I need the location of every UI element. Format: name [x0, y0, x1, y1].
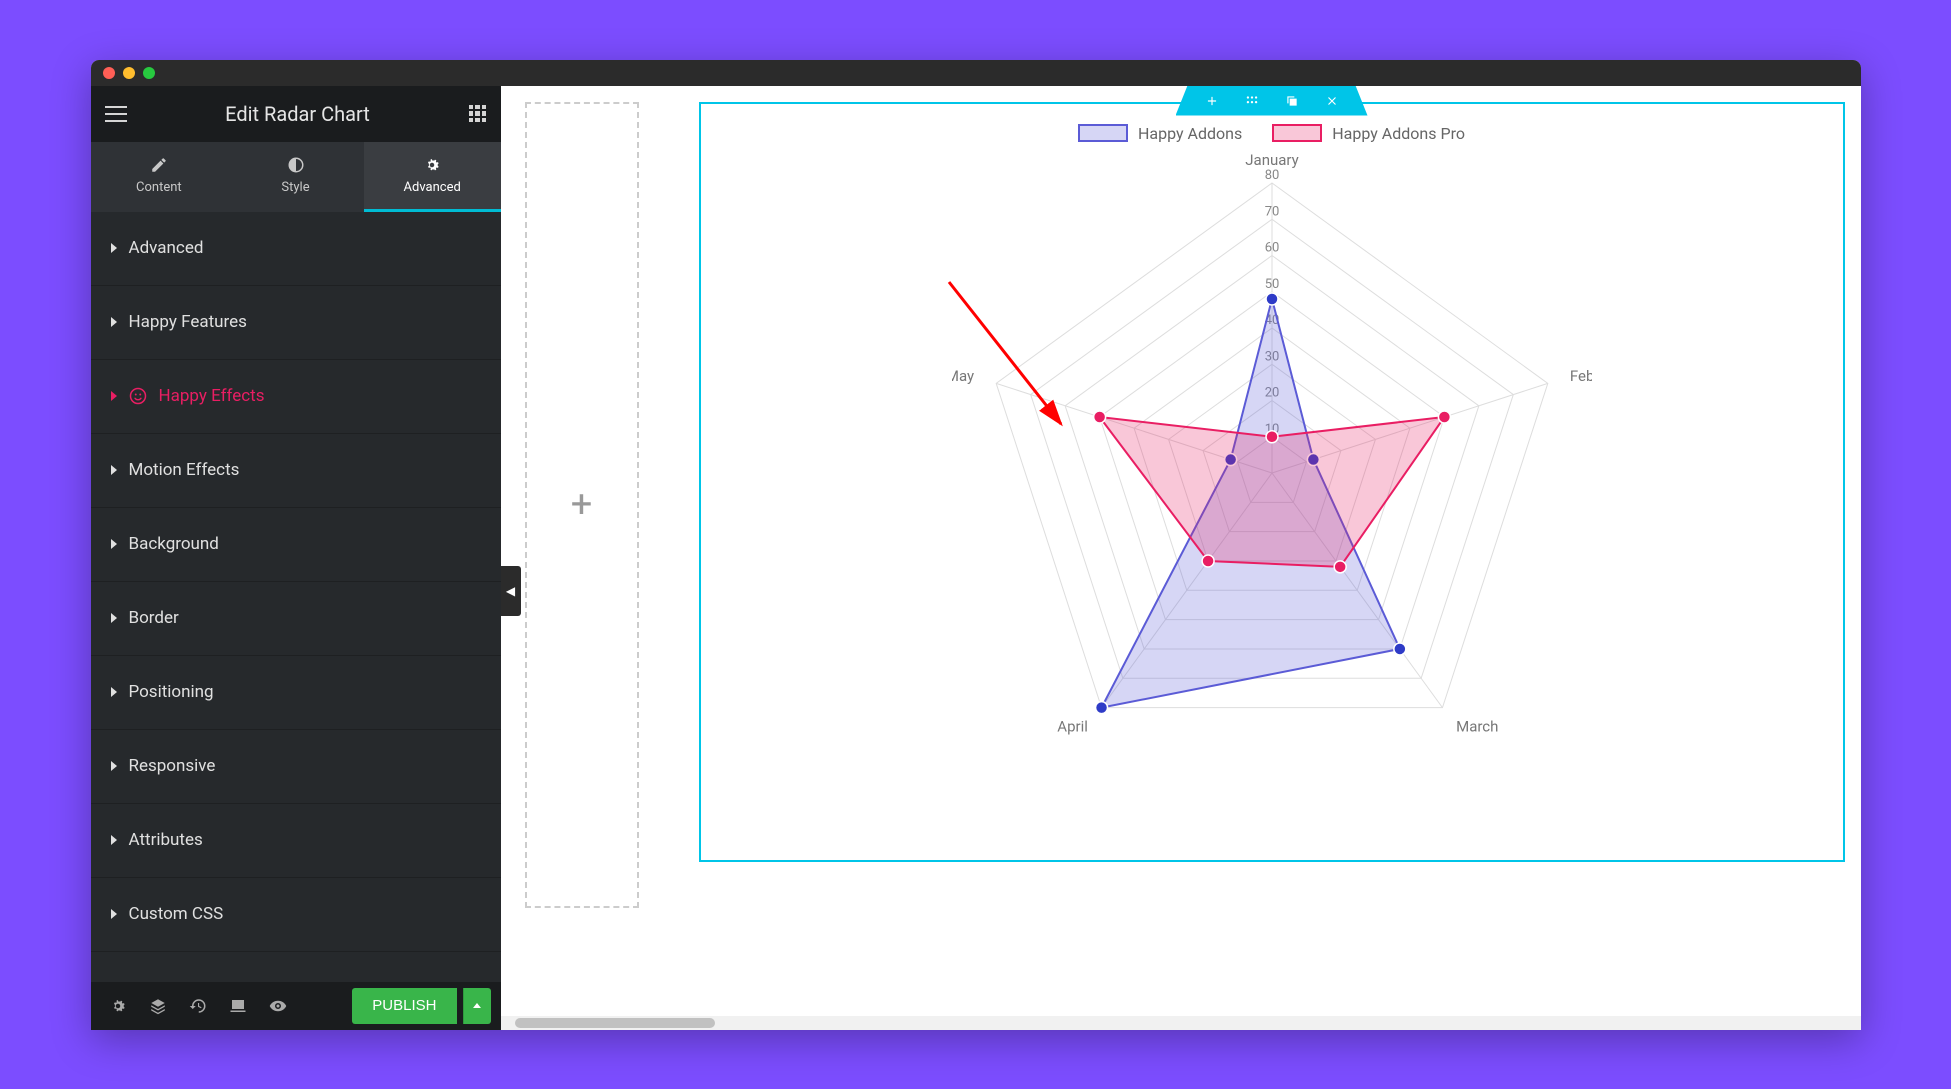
svg-text:70: 70	[1264, 204, 1279, 219]
section-border[interactable]: Border	[91, 582, 501, 656]
history-icon[interactable]	[181, 989, 215, 1023]
legend-label: Happy Addons	[1138, 124, 1242, 143]
app-window: Edit Radar Chart Content Style Advanced Ad…	[91, 60, 1861, 1030]
delete-section-icon[interactable]	[1312, 86, 1352, 116]
radar-chart-widget[interactable]: Happy AddonsHappy Addons Pro 10203040506…	[699, 102, 1845, 862]
legend-swatch	[1078, 124, 1128, 142]
legend-item[interactable]: Happy Addons Pro	[1272, 124, 1465, 143]
navigator-icon[interactable]	[141, 989, 175, 1023]
section-motion-effects[interactable]: Motion Effects	[91, 434, 501, 508]
section-label: Attributes	[129, 830, 203, 850]
tab-label: Content	[136, 180, 182, 195]
tab-style[interactable]: Style	[227, 142, 364, 212]
caret-icon	[111, 317, 117, 327]
settings-icon[interactable]	[101, 989, 135, 1023]
section-label: Positioning	[129, 682, 214, 702]
caret-icon	[111, 391, 117, 401]
caret-icon	[111, 613, 117, 623]
sidebar-tabs: Content Style Advanced	[91, 142, 501, 212]
widget-column: Happy AddonsHappy Addons Pro 10203040506…	[699, 102, 1845, 908]
tab-label: Style	[281, 180, 309, 195]
legend-label: Happy Addons Pro	[1332, 124, 1465, 143]
section-label: Happy Features	[129, 312, 247, 332]
caret-icon	[111, 539, 117, 549]
section-custom-css[interactable]: Custom CSS	[91, 878, 501, 952]
svg-text:April: April	[1057, 717, 1088, 735]
tab-advanced[interactable]: Advanced	[364, 142, 501, 212]
svg-text:80: 80	[1264, 168, 1279, 183]
section-happy-effects[interactable]: Happy Effects	[91, 360, 501, 434]
caret-icon	[111, 835, 117, 845]
section-label: Background	[129, 534, 219, 554]
add-section-icon[interactable]	[1192, 86, 1232, 116]
svg-text:February: February	[1569, 367, 1591, 385]
radar-chart: 1020304050607080JanuaryFebruaryMarchApri…	[952, 153, 1592, 793]
horizontal-scrollbar[interactable]	[501, 1016, 1861, 1030]
sidebar-header: Edit Radar Chart	[91, 86, 501, 142]
legend-swatch	[1272, 124, 1322, 142]
edit-section-icon[interactable]	[1232, 86, 1272, 116]
caret-icon	[111, 909, 117, 919]
section-label: Advanced	[129, 238, 204, 258]
editor-canvas: + Happy AddonsHappy Addons Pro 102030405…	[501, 86, 1861, 1030]
section-list: Advanced Happy Features Happy Effects Motio…	[91, 212, 501, 982]
empty-drop-column[interactable]: +	[525, 102, 639, 908]
app-body: Edit Radar Chart Content Style Advanced Ad…	[91, 86, 1861, 1030]
sidebar-footer: PUBLISH	[91, 982, 501, 1030]
section-happy-features[interactable]: Happy Features	[91, 286, 501, 360]
collapse-sidebar-handle[interactable]: ◀	[501, 566, 521, 616]
maximize-window-button[interactable]	[143, 67, 155, 79]
section-attributes[interactable]: Attributes	[91, 804, 501, 878]
svg-text:January: January	[1245, 153, 1298, 169]
section-background[interactable]: Background	[91, 508, 501, 582]
section-label: Happy Effects	[159, 386, 265, 406]
publish-button[interactable]: PUBLISH	[352, 988, 456, 1024]
duplicate-section-icon[interactable]	[1272, 86, 1312, 116]
svg-text:March: March	[1456, 717, 1498, 735]
svg-text:60: 60	[1264, 240, 1279, 255]
editor-sidebar: Edit Radar Chart Content Style Advanced Ad…	[91, 86, 501, 1030]
publish-options-button[interactable]	[463, 988, 491, 1024]
svg-text:May: May	[952, 367, 974, 385]
svg-text:50: 50	[1264, 276, 1279, 291]
responsive-icon[interactable]	[221, 989, 255, 1023]
section-positioning[interactable]: Positioning	[91, 656, 501, 730]
caret-icon	[111, 465, 117, 475]
section-label: Custom CSS	[129, 904, 224, 924]
close-window-button[interactable]	[103, 67, 115, 79]
section-responsive[interactable]: Responsive	[91, 730, 501, 804]
section-label: Responsive	[129, 756, 216, 776]
legend-item[interactable]: Happy Addons	[1078, 124, 1242, 143]
section-label: Motion Effects	[129, 460, 240, 480]
chart-legend: Happy Addons Happy Addons Pro	[1078, 124, 1465, 143]
caret-icon	[111, 687, 117, 697]
caret-icon	[111, 761, 117, 771]
preview-icon[interactable]	[261, 989, 295, 1023]
tab-label: Advanced	[404, 180, 461, 195]
add-widget-icon[interactable]: +	[571, 483, 593, 527]
widget-toolbar	[1176, 86, 1368, 116]
caret-icon	[111, 243, 117, 253]
titlebar	[91, 60, 1861, 86]
widgets-grid-icon[interactable]	[469, 105, 487, 123]
section-label: Border	[129, 608, 179, 628]
menu-icon[interactable]	[105, 106, 127, 122]
minimize-window-button[interactable]	[123, 67, 135, 79]
tab-content[interactable]: Content	[91, 142, 228, 212]
sidebar-title: Edit Radar Chart	[127, 102, 469, 126]
section-advanced[interactable]: Advanced	[91, 212, 501, 286]
